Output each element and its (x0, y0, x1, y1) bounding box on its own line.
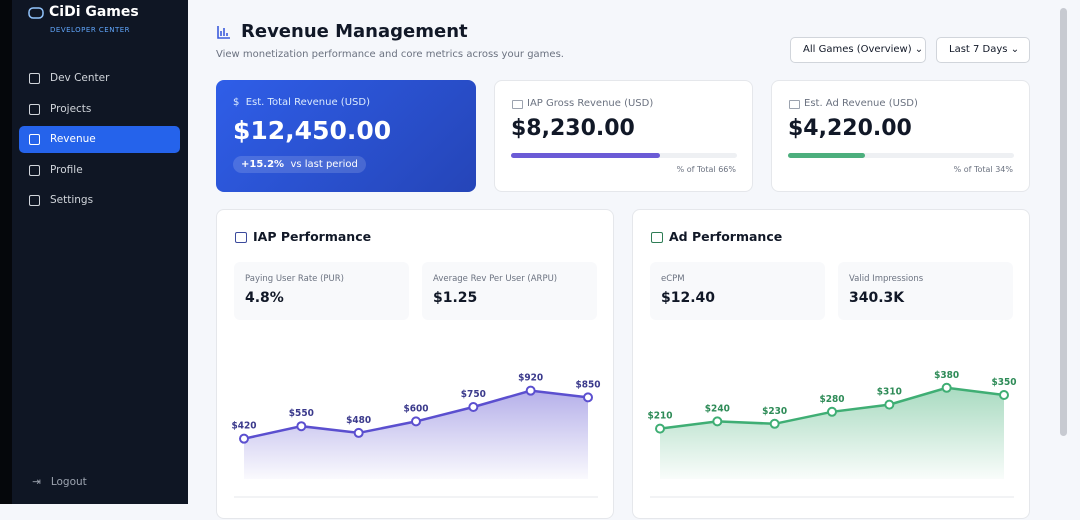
point (525, 385, 536, 396)
filter-label: Last 7 Days (949, 44, 1008, 55)
nav-icon (29, 164, 40, 176)
metric-label: Valid Impressions (849, 274, 924, 284)
metric-box: Average Rev Per User (ARPU) $1.25 (422, 262, 597, 320)
point (655, 423, 665, 434)
value-label: $420 (231, 421, 256, 432)
brand-icon (28, 7, 44, 19)
kpi-label: IAP Gross Revenue (USD) (527, 98, 654, 109)
progress-bar (511, 153, 661, 158)
panel: Ad Performance eCPM $12.40 Valid Impression… (632, 209, 1030, 519)
point (941, 382, 952, 393)
kpi-card: IAP Gross Revenue (USD) $8,230.00 % of Tot… (494, 80, 753, 192)
point (769, 418, 780, 429)
area (244, 390, 588, 479)
panel-icon (235, 232, 247, 243)
change-value: +15.2% (241, 159, 285, 170)
value-label: $210 (647, 411, 672, 422)
point (999, 390, 1009, 400)
value-label: $350 (991, 377, 1016, 388)
kpi-card: Est. Ad Revenue (USD) $4,220.00 % of Total… (771, 80, 1030, 192)
kpi-value: $8,230.00 (511, 116, 635, 141)
panel: IAP Performance Paying User Rate (PUR) 4.8… (216, 209, 614, 519)
progress-track (788, 153, 1014, 158)
value-label: $600 (403, 403, 428, 414)
point (468, 402, 479, 412)
nav-icon (29, 103, 40, 115)
nav-icon (29, 195, 40, 207)
nav-item[interactable]: Revenue (19, 126, 180, 154)
nav-item[interactable]: Projects (19, 96, 180, 123)
share-label: % of Total 66% (676, 165, 736, 174)
progress-track (511, 153, 737, 158)
nav-icon (29, 134, 40, 146)
metric-box: eCPM $12.40 (650, 262, 825, 320)
title-icon (217, 26, 230, 39)
kpi-label: $ Est. Total Revenue (USD) (233, 97, 370, 108)
value-label: $240 (705, 403, 730, 414)
filter-label: All Games (Overview) (803, 44, 912, 55)
metric-value: $1.25 (433, 290, 478, 306)
panel-title: IAP Performance (253, 229, 372, 244)
value-label: $920 (518, 373, 543, 384)
nav-item[interactable]: Settings (19, 187, 180, 214)
point (239, 433, 249, 444)
metric-label: eCPM (661, 274, 685, 284)
panel-title: Ad Performance (669, 229, 783, 244)
nav-item[interactable]: Profile (19, 157, 180, 184)
change-note: vs last period (290, 159, 358, 170)
point (712, 416, 723, 427)
brand: CiDi Games (49, 4, 139, 20)
panel-icon (651, 232, 663, 243)
value-label: $850 (575, 379, 600, 390)
metric-box: Paying User Rate (PUR) 4.8% (234, 262, 409, 320)
scrollbar[interactable] (1060, 8, 1067, 436)
nav-icon (29, 73, 40, 84)
area (660, 387, 1004, 479)
metric-value: 340.3K (849, 290, 905, 306)
kpi-card: $ Est. Total Revenue (USD) $12,450.00 +1… (216, 80, 476, 192)
value-label: $380 (934, 370, 959, 381)
logout-label: Logout (50, 476, 87, 488)
metric-label: Average Rev Per User (ARPU) (433, 274, 558, 284)
line-chart: $420 $550 $480 $600 $750 $920 $850 (231, 373, 601, 498)
kpi-change: +15.2% vs last period (233, 156, 366, 173)
kpi-label-text: Est. Total Revenue (USD) (245, 97, 370, 108)
point (884, 399, 895, 410)
value-label: $230 (762, 406, 787, 417)
nav-item[interactable]: Dev Center (19, 65, 180, 92)
point (296, 421, 307, 432)
progress-bar (788, 153, 865, 158)
value-label: $480 (346, 415, 371, 426)
point (827, 406, 837, 417)
kpi-icon (789, 100, 800, 109)
brand-subtitle: DEVELOPER CENTER (50, 26, 131, 34)
page-title: Revenue Management (241, 21, 468, 42)
line-chart: $210 $240 $230 $280 $310 $380 $350 (647, 370, 1017, 498)
kpi-label: Est. Ad Revenue (USD) (804, 98, 918, 109)
period-filter[interactable]: Last 7 Days ⌄ (936, 37, 1030, 63)
kpi-value: $12,450.00 (233, 116, 392, 145)
share-label: % of Total 34% (953, 165, 1013, 174)
value-label: $550 (289, 408, 314, 419)
metric-value: 4.8% (245, 290, 284, 306)
page-subtitle: View monetization performance and core m… (216, 49, 564, 60)
kpi-icon (512, 100, 523, 109)
sidebar: CiDi Games DEVELOPER CENTER Dev Center Pr… (0, 0, 188, 504)
metric-box: Valid Impressions 340.3K (838, 262, 1013, 320)
point (411, 416, 421, 427)
metric-value: $12.40 (661, 290, 716, 306)
value-label: $280 (819, 394, 844, 405)
metric-label: Paying User Rate (PUR) (245, 274, 344, 284)
logout[interactable]: ⇥ Logout (32, 476, 87, 488)
kpi-value: $4,220.00 (788, 116, 912, 141)
game-filter[interactable]: All Games (Overview) ⌄ (790, 37, 926, 63)
value-label: $310 (877, 387, 902, 398)
value-label: $750 (461, 389, 486, 400)
point (583, 392, 593, 403)
point (353, 427, 364, 438)
